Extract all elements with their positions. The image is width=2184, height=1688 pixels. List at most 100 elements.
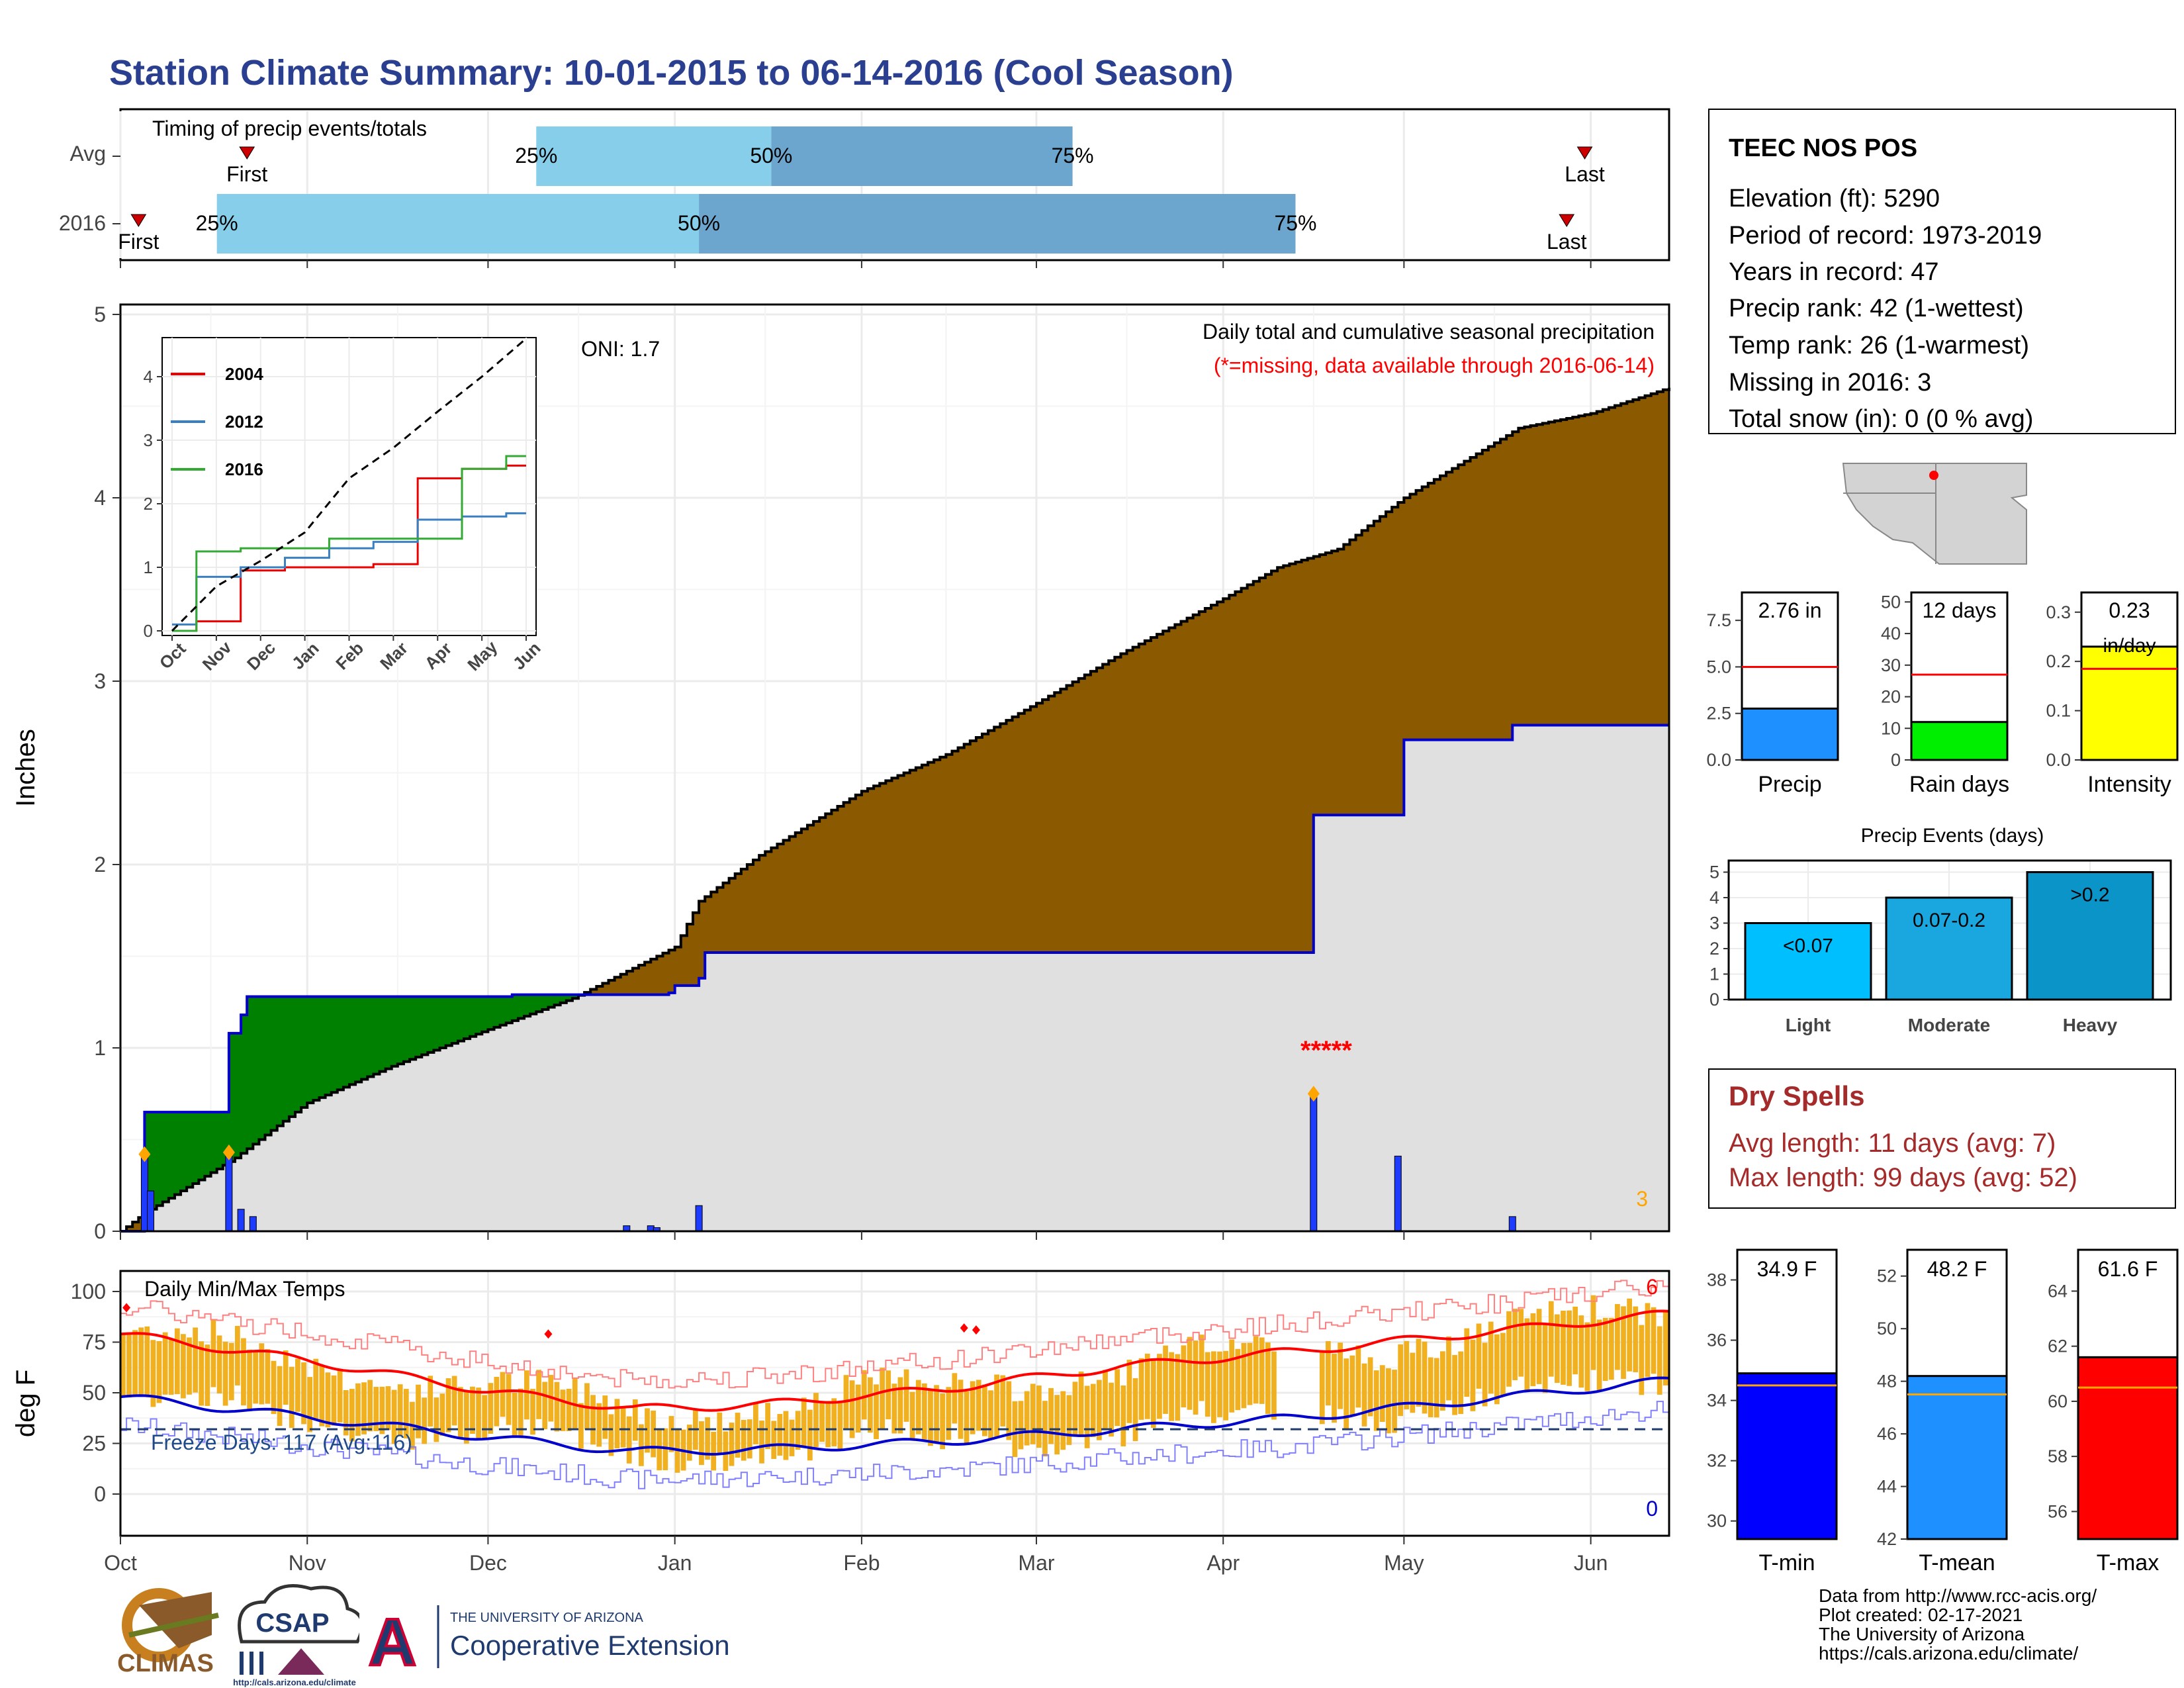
daily-temp-bar <box>632 1399 638 1441</box>
daily-temp-bar <box>1223 1350 1228 1421</box>
mini-bar-y-tick-label: 5.0 <box>1706 657 1731 677</box>
footer: CLIMAS CSAP http://cals.arizona.edu/clim… <box>117 1584 2097 1687</box>
daily-temp-bar <box>1578 1315 1584 1388</box>
temp-x-tick-label: Jun <box>1574 1551 1608 1575</box>
daily-temp-bar <box>253 1350 259 1404</box>
daily-temp-bar <box>457 1387 463 1438</box>
daily-temp-bar <box>439 1393 445 1436</box>
events-bar <box>1885 896 2013 1001</box>
daily-temp-bar <box>1332 1354 1337 1423</box>
daily-temp-bar <box>234 1325 240 1385</box>
ua-small-text: THE UNIVERSITY OF ARIZONA <box>450 1611 644 1625</box>
daily-temp-bar <box>482 1395 488 1438</box>
daily-temp-bar <box>777 1414 783 1456</box>
daily-temp-bar <box>620 1406 626 1448</box>
daily-temp-bar <box>228 1342 234 1401</box>
daily-temp-bar <box>319 1366 325 1427</box>
daily-temp-bar <box>265 1349 271 1404</box>
dry-spells-avg: Avg length: 11 days (avg: 7) <box>1729 1129 2056 1158</box>
precip-y-axis-label: Inches <box>11 729 40 807</box>
daily-temp-bar <box>373 1387 379 1431</box>
precip-areas <box>120 387 1670 1233</box>
daily-temp-bar <box>1343 1358 1349 1429</box>
daily-temp-bar <box>915 1380 921 1434</box>
oni-value: ONI: 1.7 <box>581 337 660 361</box>
precip-missing-note: (*=missing, data available through 2016-… <box>1214 353 1655 377</box>
events-y-tick-label: 2 <box>1709 939 1719 959</box>
daily-temp-bar <box>1205 1352 1210 1417</box>
temp-summary-bars: 34.9 F 30 32 34 36 38 T-min 48.2 F 42 44 46 48 50 52 T… <box>1707 1248 2179 1575</box>
station-name: TEEC NOS POS <box>1729 134 1917 162</box>
timing-bar-q25-q50 <box>216 194 700 254</box>
precip-y-tick-label: 2 <box>94 853 106 876</box>
daily-temp-bar <box>1349 1355 1355 1417</box>
inset-grid <box>162 338 536 635</box>
climas-stroke <box>128 1613 219 1638</box>
mini-bar-y-tick-label: 10 <box>1881 718 1901 738</box>
avg-cumulative-line <box>120 387 1670 1233</box>
daily-temp-bar <box>825 1401 831 1448</box>
mini-bar-y-tick-label: 0.3 <box>2046 602 2071 622</box>
daily-temp-bar <box>1567 1310 1572 1386</box>
inset-legend-label: 2012 <box>225 412 263 432</box>
daily-temp-bar <box>126 1335 132 1398</box>
temp-bar-y-tick-label: 56 <box>2048 1501 2068 1521</box>
csap-cloud <box>238 1584 364 1644</box>
station-missing: Missing in 2016: 3 <box>1729 369 1931 397</box>
daily-temp-bar <box>1470 1339 1476 1411</box>
daily-temp-bar <box>1126 1360 1132 1423</box>
daily-temp-bar <box>187 1337 192 1395</box>
temp-bar-value <box>1736 1372 1838 1540</box>
daily-temp-bar <box>518 1388 523 1438</box>
timing-bar-q50-q75 <box>771 126 1073 186</box>
inset-y-tick-label: 0 <box>144 621 153 641</box>
daily-temp-bar <box>1259 1337 1265 1404</box>
daily-temp-bar <box>156 1340 162 1403</box>
daily-temp-bar <box>1494 1334 1500 1405</box>
timing-quantile-label: 25% <box>196 211 238 235</box>
temp-x-tick-label: Dec <box>469 1551 507 1575</box>
temp-panel: 0 25 50 75 100 Oct Nov Dec Jan Feb Mar Apr May Jun d… <box>11 1270 1670 1575</box>
daily-temp-bar <box>952 1373 958 1424</box>
daily-temp-bar <box>1536 1309 1542 1384</box>
daily-temp-bar <box>1271 1351 1277 1420</box>
timing-quantile-label: 75% <box>1274 211 1316 235</box>
daily-temp-bar <box>717 1412 723 1453</box>
daily-temp-bar <box>741 1419 747 1461</box>
daily-temp-bar <box>524 1370 529 1420</box>
daily-temp-bar <box>1416 1338 1422 1407</box>
daily-temp-bar <box>753 1403 758 1444</box>
daily-temp-bar <box>1662 1312 1668 1385</box>
credit-line-3: The University of Arizona <box>1819 1624 2025 1644</box>
daily-precip-bar <box>249 1216 257 1232</box>
station-location-marker <box>1929 471 1938 480</box>
daily-temp-bar <box>259 1343 265 1405</box>
daily-temp-bar <box>1428 1357 1433 1417</box>
daily-temp-bar <box>331 1375 337 1426</box>
inset-y-tick-label: 2 <box>144 494 153 514</box>
daily-temp-bar <box>222 1341 228 1406</box>
timing-last-label: Last <box>1547 230 1587 254</box>
timing-bars <box>216 126 1296 254</box>
timing-row-label-avg: Avg <box>69 142 106 165</box>
daily-precip-bar <box>1508 1216 1516 1232</box>
csap-mountain <box>278 1648 324 1675</box>
daily-temp-bar <box>614 1399 620 1449</box>
daily-temp-bar <box>1392 1370 1397 1433</box>
daily-temp-bar <box>1561 1310 1566 1385</box>
daily-temp-bar <box>422 1397 427 1444</box>
temp-bar-y-tick-label: 44 <box>1877 1477 1897 1497</box>
daily-temp-bar <box>674 1429 680 1473</box>
ua-block-bg <box>359 1602 426 1668</box>
mini-bar-y-tick-label: 50 <box>1881 592 1901 612</box>
precip-y-tick-label: 4 <box>94 486 106 510</box>
daily-temp-bar <box>765 1403 770 1450</box>
precip-daily-bars <box>138 1086 1516 1232</box>
inset-y-tick-label: 4 <box>144 367 153 387</box>
temp-y-tick-label: 100 <box>71 1280 106 1303</box>
daily-temp-bar <box>451 1376 457 1426</box>
daily-temp-bar <box>361 1382 367 1434</box>
observed-cumulative-area <box>120 725 1669 1231</box>
